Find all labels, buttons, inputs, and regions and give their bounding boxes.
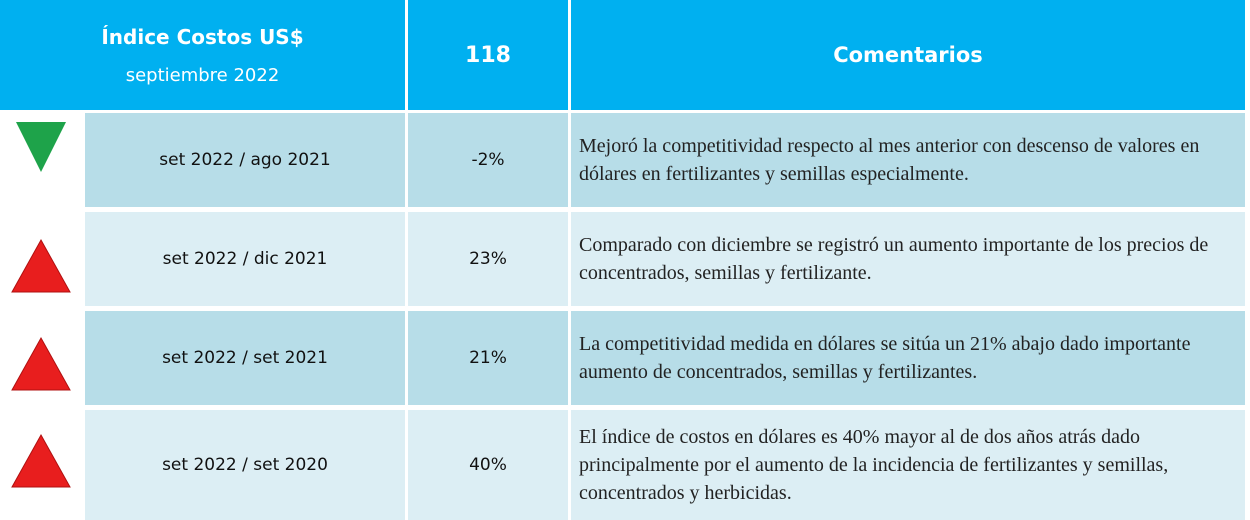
up-arrow — [11, 433, 71, 488]
comment-cell: Mejoró la competitividad respecto al mes… — [571, 113, 1245, 207]
trend-icons — [11, 122, 71, 488]
header-subtitle: septiembre 2022 — [125, 64, 280, 86]
change-cell: 40% — [408, 410, 568, 520]
change-cell: -2% — [408, 113, 568, 207]
header-title-cell: Índice Costos US$ septiembre 2022 — [0, 0, 405, 110]
change-cell: 23% — [408, 212, 568, 306]
change-cell: 21% — [408, 311, 568, 405]
header-value: 118 — [408, 0, 568, 110]
down-arrow — [16, 122, 66, 172]
up-arrow — [11, 238, 71, 293]
comment-cell: El índice de costos en dólares es 40% ma… — [571, 410, 1245, 520]
period-cell: set 2022 / set 2020 — [85, 410, 405, 520]
header-comments: Comentarios — [571, 0, 1245, 110]
period-cell: set 2022 / ago 2021 — [85, 113, 405, 207]
period-cell: set 2022 / dic 2021 — [85, 212, 405, 306]
header-title: Índice Costos US$ — [101, 24, 304, 49]
comment-cell: La competitividad medida en dólares se s… — [571, 311, 1245, 405]
up-arrow — [11, 336, 71, 391]
comment-cell: Comparado con diciembre se registró un a… — [571, 212, 1245, 306]
period-cell: set 2022 / set 2021 — [85, 311, 405, 405]
